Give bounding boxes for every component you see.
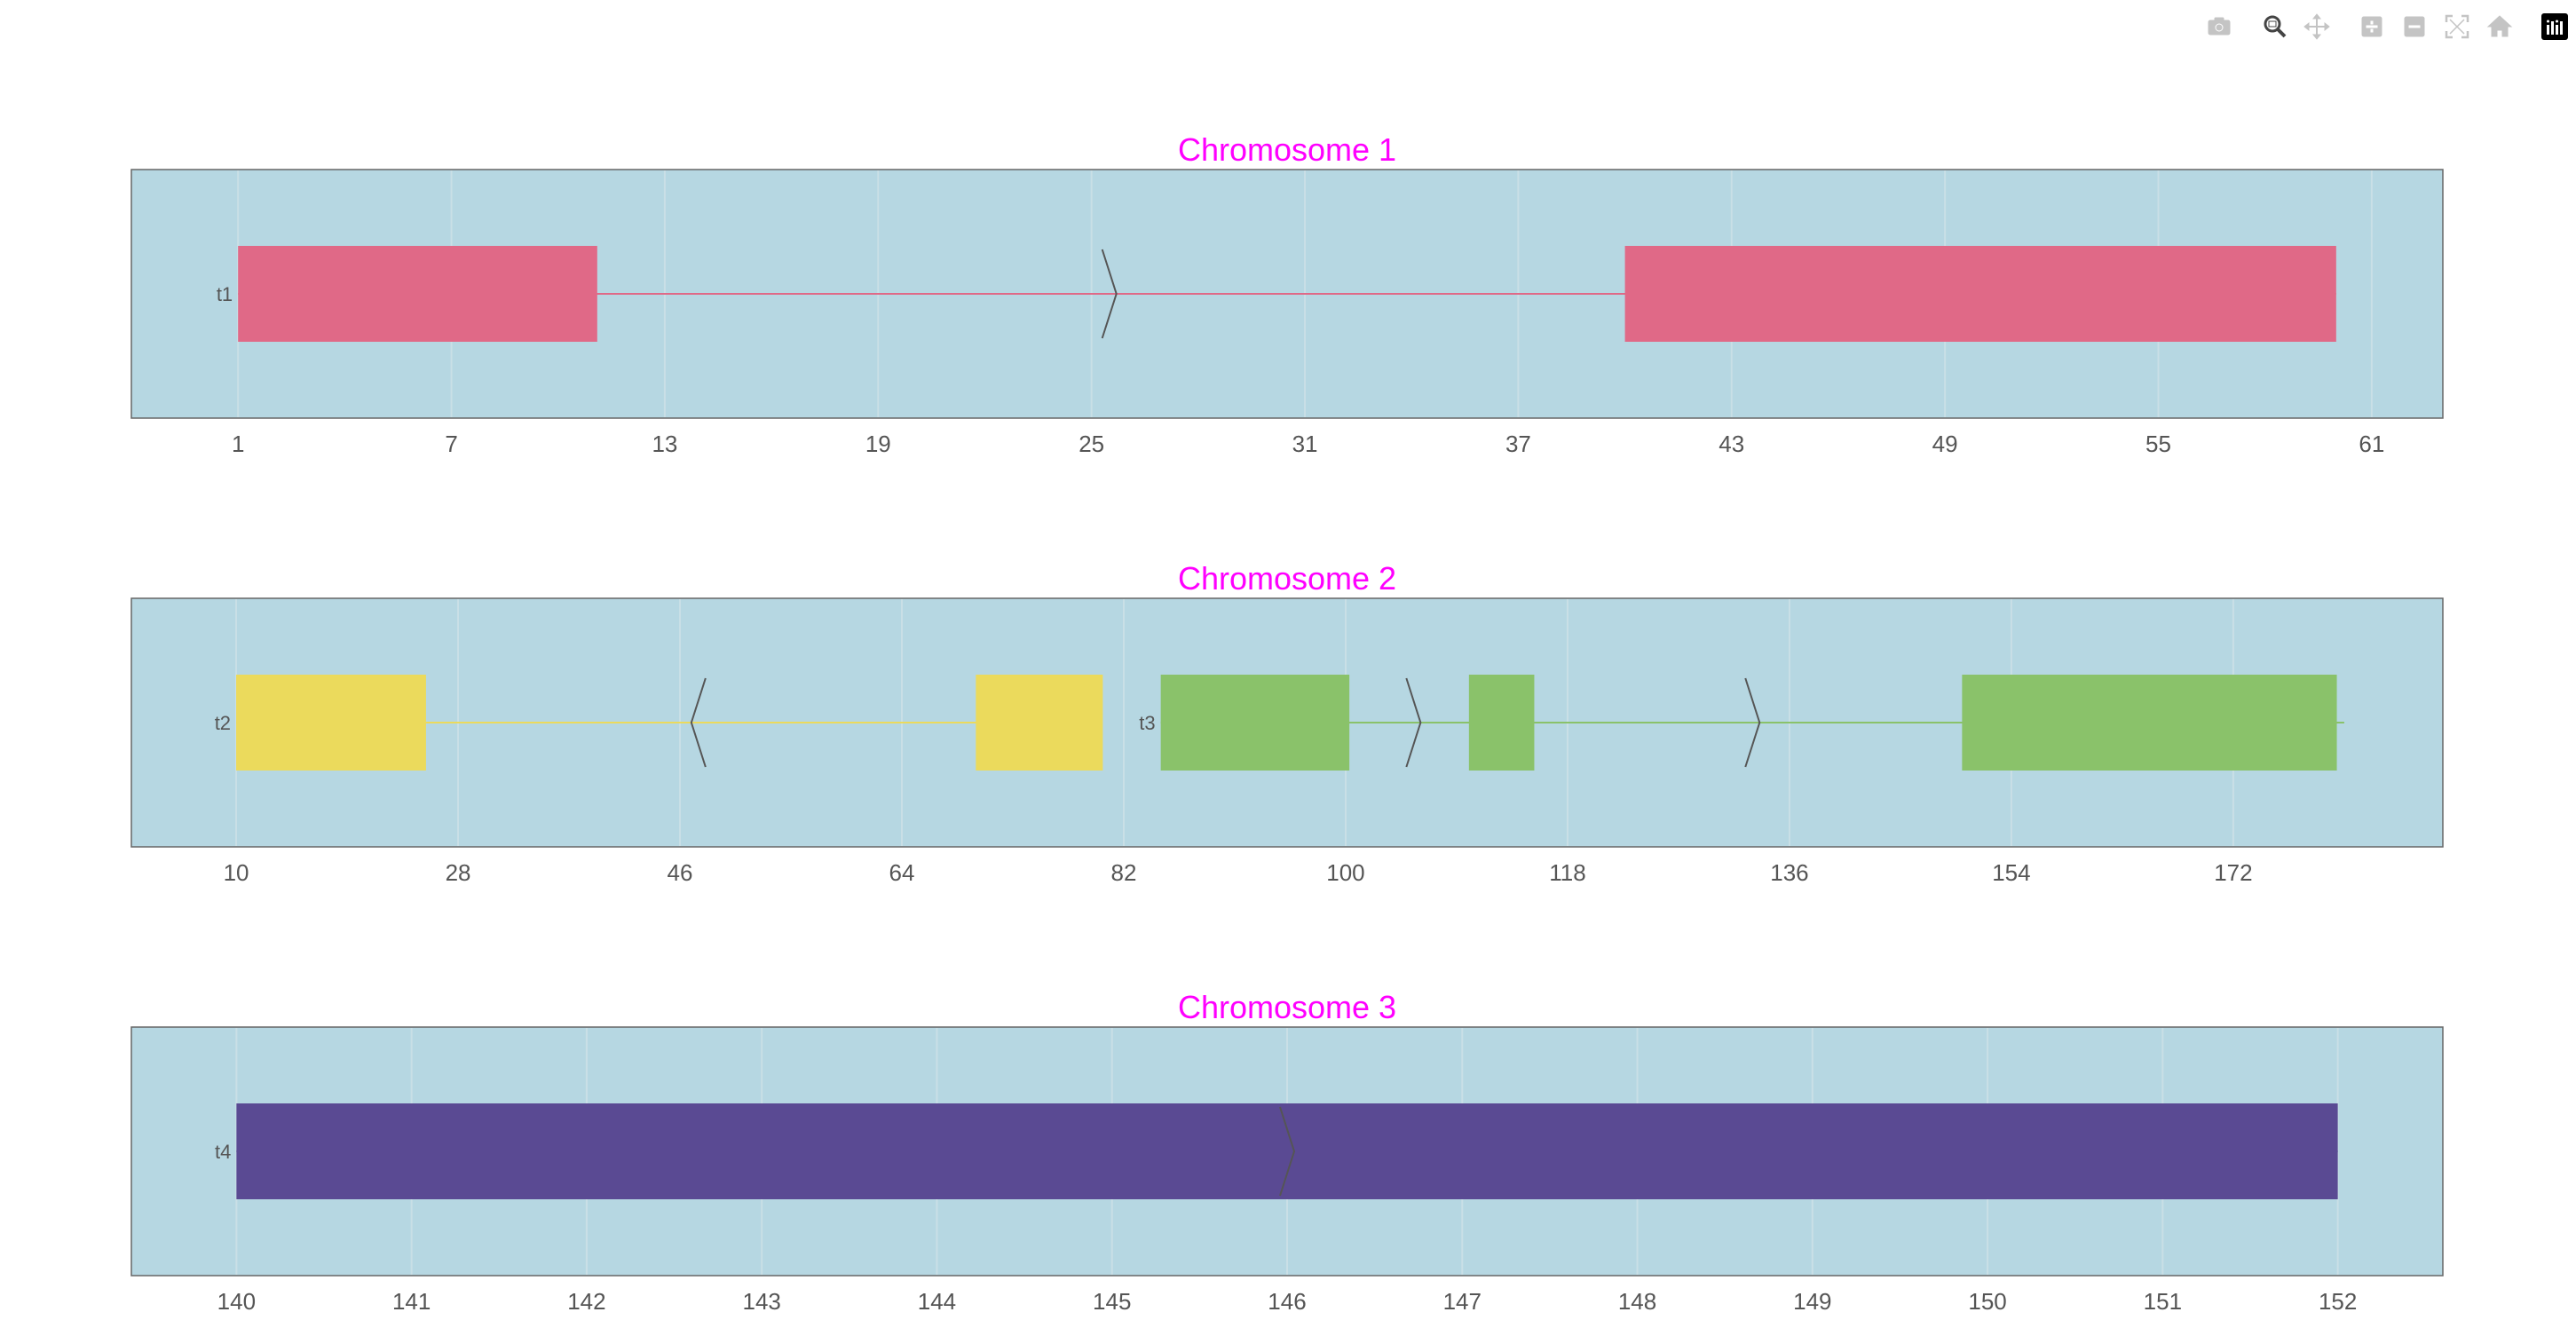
strand-arrow	[1405, 677, 1422, 768]
x-tick-label: 147	[1443, 1288, 1482, 1315]
x-tick-label: 118	[1549, 859, 1585, 886]
x-tick-label: 25	[1079, 431, 1104, 457]
strand-arrow	[1101, 249, 1118, 339]
x-tick-label: 143	[742, 1288, 780, 1315]
x-tick-label: 37	[1505, 431, 1531, 457]
x-tick-label: 154	[1992, 859, 2030, 886]
x-tick-label: 151	[2144, 1288, 2182, 1315]
transcript-label: t3	[1139, 712, 1155, 734]
x-tick-label: 64	[889, 859, 915, 886]
plotly-logo-icon	[2541, 13, 2568, 40]
zoom-in-button[interactable]	[2351, 11, 2393, 43]
exon-block	[1160, 675, 1350, 771]
strand-arrow	[1744, 677, 1761, 768]
x-tick-label: 28	[446, 859, 471, 886]
x-tick-label: 146	[1268, 1288, 1306, 1315]
x-tick-label: 136	[1770, 859, 1808, 886]
x-tick-label: 172	[2214, 859, 2252, 886]
zoom-icon	[2264, 15, 2287, 38]
x-tick-label: 148	[1618, 1288, 1656, 1315]
transcript-label: t1	[217, 283, 233, 305]
camera-button[interactable]	[2198, 11, 2240, 43]
exon-block	[1962, 675, 2337, 771]
chromosome-panel: Chromosome 1 t1 1 7 13 19 25 31 37 43 49 55 61	[130, 131, 2444, 457]
x-tick-label: 149	[1793, 1288, 1831, 1315]
camera-icon	[2208, 17, 2231, 36]
zoom-in-icon	[2361, 16, 2382, 37]
zoom-button[interactable]	[2253, 11, 2295, 43]
chromosome-panel: Chromosome 3 t4 140 141 142 143 144 145 146 147 14…	[130, 989, 2444, 1315]
x-tick-label: 1	[232, 431, 244, 457]
x-tick-label: 13	[652, 431, 677, 457]
x-tick-label: 10	[224, 859, 249, 886]
x-tick-label: 150	[1968, 1288, 2006, 1315]
x-tick-label: 141	[392, 1288, 431, 1315]
x-tick-label: 43	[1719, 431, 1744, 457]
x-tick-label: 82	[1111, 859, 1137, 886]
strand-arrow	[1279, 1106, 1296, 1197]
pan-icon	[2303, 13, 2330, 40]
transcript-label: t2	[215, 712, 231, 734]
exon-block	[238, 246, 597, 342]
transcript-label: t4	[215, 1141, 231, 1163]
exon-block	[1624, 246, 2336, 342]
x-tick-label: 55	[2145, 431, 2171, 457]
autoscale-button[interactable]	[2436, 11, 2478, 43]
exon-block	[976, 675, 1103, 771]
home-button[interactable]	[2478, 11, 2521, 43]
x-tick-label: 49	[1932, 431, 1958, 457]
modebar	[2198, 11, 2576, 43]
panel-title: Chromosome 3	[1178, 989, 1396, 1025]
x-tick-label: 145	[1093, 1288, 1131, 1315]
autoscale-icon	[2445, 14, 2469, 39]
x-tick-label: 46	[668, 859, 693, 886]
panel-title: Chromosome 1	[1178, 131, 1396, 168]
zoom-out-icon	[2404, 16, 2425, 37]
plotly-logo-button[interactable]	[2533, 11, 2576, 43]
exon-block	[1468, 675, 1535, 771]
zoom-out-button[interactable]	[2393, 11, 2436, 43]
x-tick-label: 19	[865, 431, 891, 457]
x-tick-label: 31	[1292, 431, 1318, 457]
x-tick-label: 7	[445, 431, 457, 457]
panel-title: Chromosome 2	[1178, 560, 1396, 597]
x-tick-label: 100	[1326, 859, 1364, 886]
x-tick-label: 140	[217, 1288, 256, 1315]
strand-arrow	[690, 677, 707, 768]
x-tick-label: 152	[2319, 1288, 2357, 1315]
x-tick-label: 142	[567, 1288, 605, 1315]
exon-block	[236, 1103, 2338, 1199]
x-tick-label: 144	[918, 1288, 956, 1315]
pan-button[interactable]	[2295, 11, 2338, 43]
x-tick-label: 61	[2359, 431, 2384, 457]
exon-block	[236, 675, 426, 771]
chromosome-panel: Chromosome 2 t2 t3 10 28 46 64 82 100 118 136 154 17…	[130, 560, 2444, 886]
home-icon	[2486, 15, 2513, 37]
